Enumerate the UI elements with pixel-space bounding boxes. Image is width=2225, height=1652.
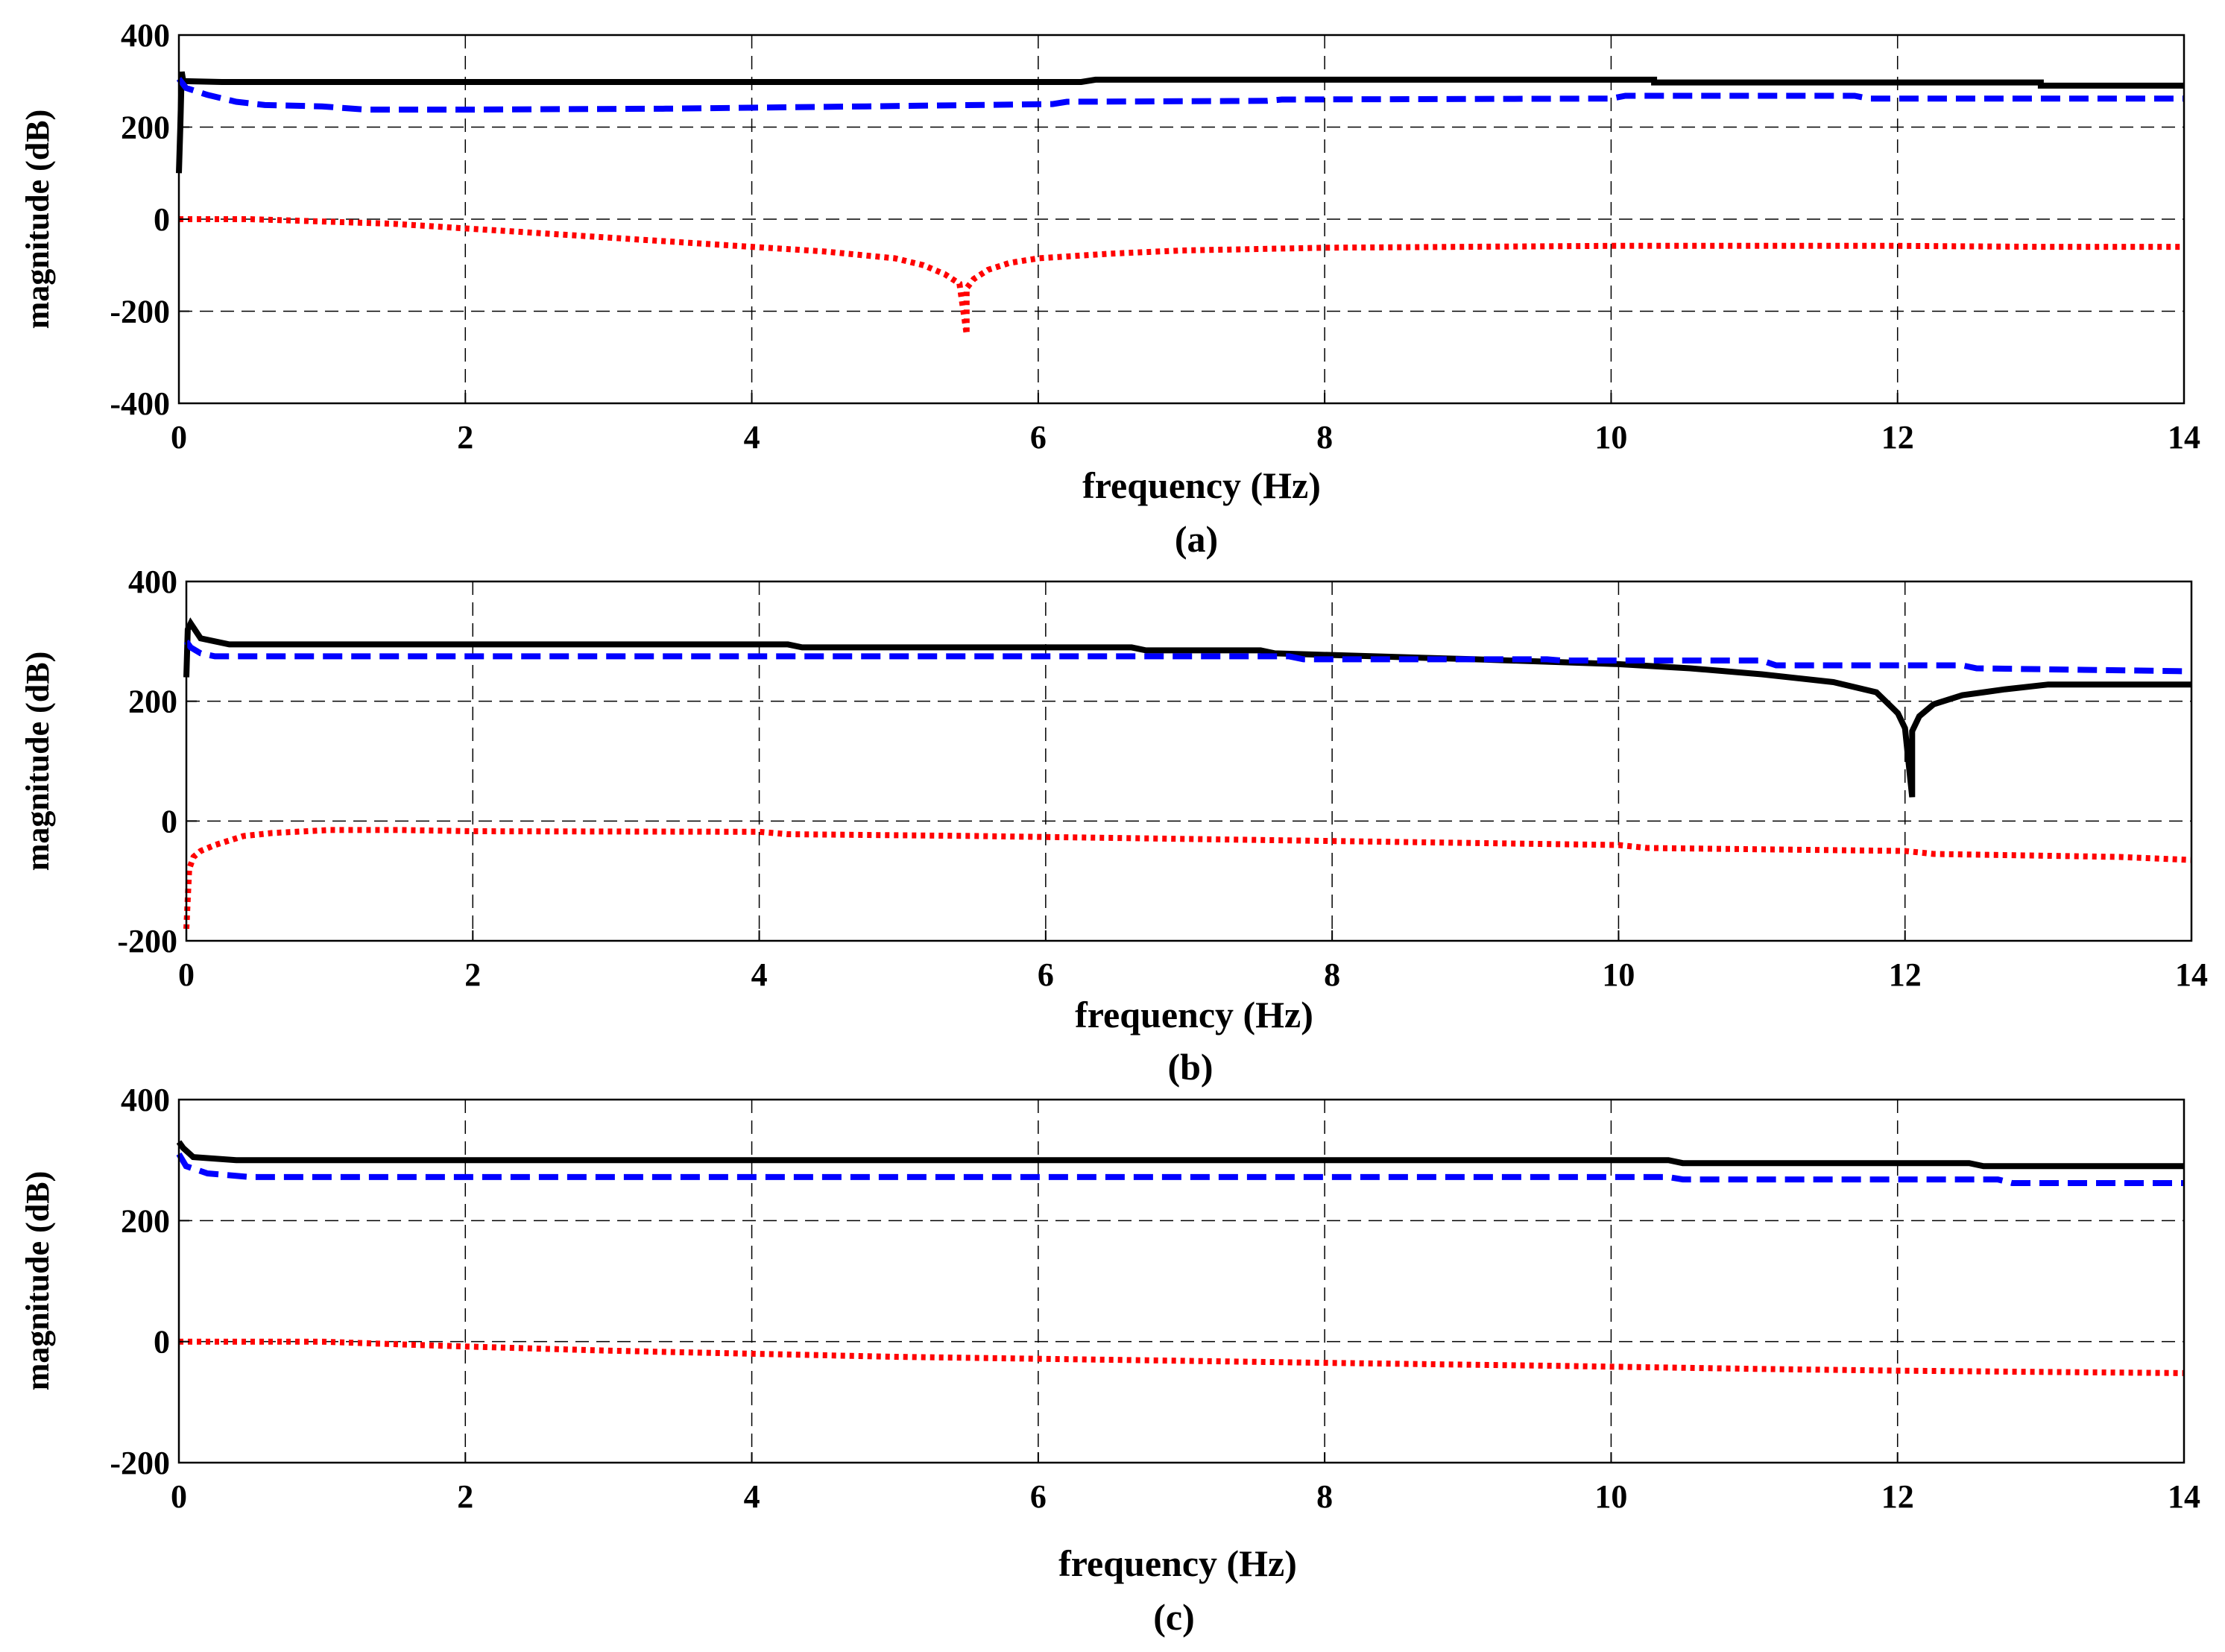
panel-b-grid — [186, 581, 2191, 941]
x-tick-label: 12 — [1881, 419, 1914, 455]
x-tick-label: 2 — [464, 956, 481, 993]
y-tick-label: 400 — [128, 564, 177, 600]
panel-c-axes-frame — [177, 1098, 2185, 1464]
x-tick-label: 2 — [457, 1478, 473, 1515]
x-tick-label: 8 — [1316, 419, 1333, 455]
x-tick-label: 14 — [2168, 419, 2200, 455]
series-line-solid — [183, 617, 2191, 798]
panel-c-caption: (c) — [1153, 1596, 1195, 1638]
panel-c: -200 0 200 400 0 2 4 6 8 10 12 14 magnit… — [19, 1082, 2200, 1638]
x-tick-label: 12 — [1889, 956, 1922, 993]
x-tick-label: 0 — [178, 956, 195, 993]
y-tick-label: 400 — [121, 17, 170, 54]
x-tick-label: 6 — [1030, 1478, 1047, 1515]
series-line-solid — [176, 1140, 2184, 1170]
series-line-dashed — [176, 77, 2184, 113]
panel-c-grid — [179, 1100, 2184, 1463]
panel-b-caption: (b) — [1167, 1046, 1213, 1088]
panel-b-x-tick-labels: 0 2 4 6 8 10 12 14 — [178, 956, 2208, 993]
panel-a-y-tick-labels: -400 -200 0 200 400 — [110, 17, 170, 422]
series-line-dotted — [183, 827, 2192, 930]
y-tick-label: 0 — [154, 1324, 170, 1361]
series-line-dotted — [179, 1338, 2185, 1376]
x-tick-label: 4 — [751, 956, 768, 993]
x-tick-label: 12 — [1881, 1478, 1914, 1515]
x-tick-label: 2 — [457, 419, 473, 455]
y-tick-label: -400 — [110, 385, 170, 422]
panel-a-caption: (a) — [1175, 518, 1218, 560]
panel-a-grid — [179, 35, 2184, 403]
x-tick-label: 8 — [1316, 1478, 1333, 1515]
y-tick-label: -200 — [110, 1445, 170, 1481]
panel-c-series — [176, 1140, 2185, 1376]
panel-c-y-tick-labels: -200 0 200 400 — [110, 1082, 170, 1481]
y-tick-label: 400 — [121, 1082, 170, 1118]
x-tick-label: 8 — [1324, 956, 1340, 993]
panel-a-y-axis-label: magnitude (dB) — [19, 110, 56, 330]
panel-a: -400 -200 0 200 400 0 2 4 6 8 10 12 14 m… — [19, 17, 2200, 560]
x-tick-label: 10 — [1594, 1478, 1627, 1515]
series-line-solid — [176, 71, 2184, 174]
series-line-dotted — [179, 216, 2184, 335]
x-tick-label: 4 — [744, 1478, 760, 1515]
panel-c-x-axis-label: frequency (Hz) — [1058, 1542, 1297, 1584]
y-tick-label: 200 — [128, 684, 177, 720]
panel-b: -200 0 200 400 0 2 4 6 8 10 12 14 magnit… — [19, 564, 2208, 1088]
x-tick-label: 4 — [744, 419, 760, 455]
panel-a-x-axis-label: frequency (Hz) — [1082, 464, 1321, 506]
y-tick-label: -200 — [110, 294, 170, 330]
x-tick-label: 0 — [171, 1478, 187, 1515]
panel-b-axes-frame — [185, 580, 2193, 942]
panel-a-axes-frame — [177, 34, 2185, 405]
panel-c-x-tick-labels: 0 2 4 6 8 10 12 14 — [171, 1478, 2200, 1515]
series-line-dashed — [183, 639, 2192, 675]
panel-c-y-axis-label: magnitude (dB) — [19, 1171, 56, 1391]
panel-b-y-axis-label: magnitude (dB) — [19, 652, 56, 871]
y-tick-label: 0 — [154, 201, 170, 238]
panel-a-x-tick-labels: 0 2 4 6 8 10 12 14 — [171, 419, 2200, 455]
y-tick-label: 0 — [161, 803, 177, 839]
panel-b-series — [183, 617, 2192, 930]
x-tick-label: 0 — [171, 419, 187, 455]
x-tick-label: 10 — [1594, 419, 1627, 455]
y-tick-label: 200 — [121, 110, 170, 146]
panel-b-x-axis-label: frequency (Hz) — [1075, 994, 1313, 1035]
panel-b-y-tick-labels: -200 0 200 400 — [117, 564, 177, 959]
panel-a-series — [176, 71, 2184, 335]
x-tick-label: 6 — [1038, 956, 1054, 993]
x-tick-label: 14 — [2168, 1478, 2200, 1515]
y-tick-label: -200 — [117, 923, 177, 959]
x-tick-label: 6 — [1030, 419, 1047, 455]
x-tick-label: 14 — [2175, 956, 2208, 993]
x-tick-label: 10 — [1602, 956, 1635, 993]
y-tick-label: 200 — [121, 1202, 170, 1239]
